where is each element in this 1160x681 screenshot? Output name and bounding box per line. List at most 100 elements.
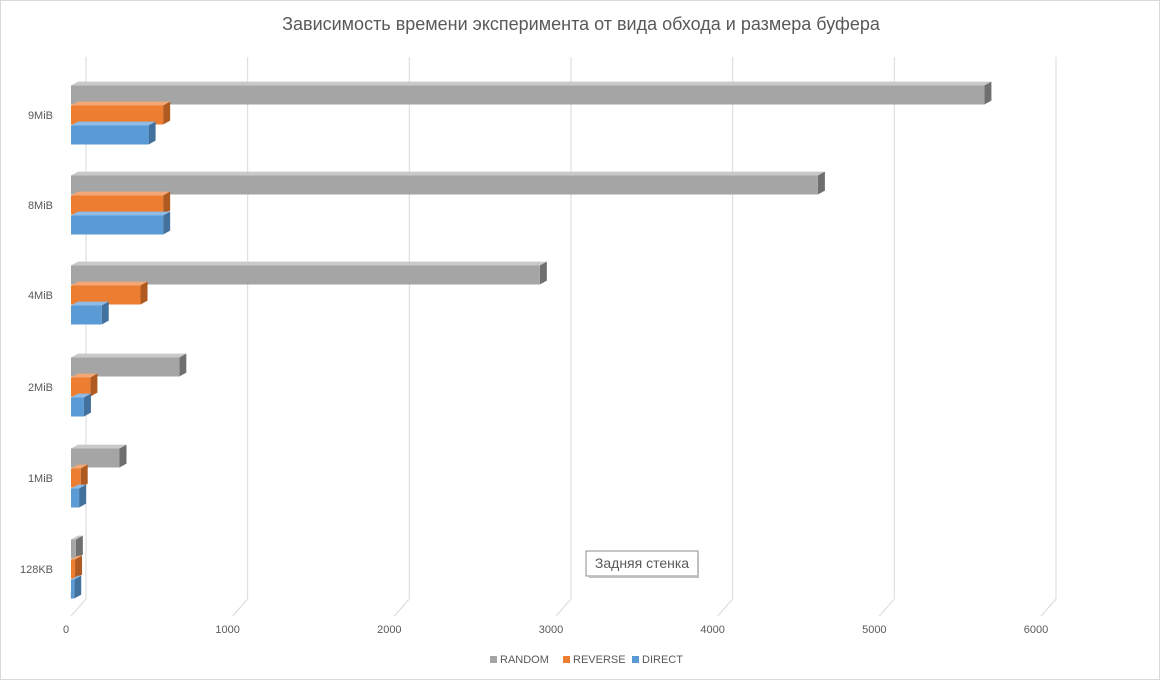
category-label-8MiB: 8MiB <box>28 200 53 212</box>
bar-front-face <box>71 85 985 105</box>
bar-front-face <box>71 265 540 285</box>
bar-top-face <box>71 211 171 216</box>
bar-front-face <box>71 377 91 397</box>
legend-item-direct[interactable]: DIRECT <box>632 654 683 666</box>
bar-front-face <box>71 357 180 377</box>
bar-top-face <box>71 353 187 358</box>
x-tick-0: 0 <box>63 624 69 636</box>
bar-top-face <box>71 121 156 126</box>
bar-reverse-2MiB[interactable] <box>71 373 98 397</box>
category-label-128KB: 128KB <box>20 564 53 576</box>
bar-top-face <box>71 261 547 266</box>
bar-front-face <box>71 448 120 468</box>
x-tick-5000: 5000 <box>862 624 886 636</box>
bar-top-face <box>71 101 171 106</box>
bar-front-face <box>71 539 76 559</box>
category-label-1MiB: 1MiB <box>28 473 53 485</box>
bar-top-face <box>71 171 825 176</box>
bar-end-face <box>179 353 187 377</box>
gridline-floor-4000 <box>717 598 734 617</box>
bar-top-face <box>71 301 109 306</box>
bar-top-face <box>71 444 127 449</box>
bar-top-face <box>71 535 83 540</box>
bar-direct-8MiB[interactable] <box>71 211 171 235</box>
bar-end-face <box>163 191 171 215</box>
bar-direct-9MiB[interactable] <box>71 121 156 145</box>
bar-end-face <box>163 211 171 235</box>
legend-item-reverse[interactable]: REVERSE <box>563 654 626 666</box>
bar-random-8MiB[interactable] <box>71 171 825 195</box>
bar-direct-128KB[interactable] <box>71 575 82 599</box>
bar-top-face <box>71 464 88 469</box>
bar-top-face <box>71 484 87 489</box>
bar-front-face <box>71 125 149 145</box>
bar-random-1MiB[interactable] <box>71 444 127 468</box>
bar-end-face <box>75 555 83 579</box>
bar-direct-2MiB[interactable] <box>71 393 91 417</box>
bar-end-face <box>148 121 156 145</box>
bar-end-face <box>83 393 91 417</box>
legend-label: DIRECT <box>642 654 683 666</box>
bar-random-2MiB[interactable] <box>71 353 187 377</box>
legend-swatch <box>490 656 497 663</box>
bar-front-face <box>71 105 164 125</box>
bar-end-face <box>90 373 98 397</box>
bar-end-face <box>74 575 82 599</box>
category-label-4MiB: 4MiB <box>28 290 53 302</box>
bar-random-9MiB[interactable] <box>71 81 992 105</box>
x-tick-3000: 3000 <box>539 624 563 636</box>
x-tick-6000: 6000 <box>1024 624 1048 636</box>
bar-random-128KB[interactable] <box>71 535 83 559</box>
bar-top-face <box>71 373 98 378</box>
x-tick-2000: 2000 <box>377 624 401 636</box>
bar-top-face <box>71 393 91 398</box>
bar-reverse-8MiB[interactable] <box>71 191 171 215</box>
bar-direct-4MiB[interactable] <box>71 301 109 325</box>
bar-end-face <box>163 101 171 125</box>
bar-top-face <box>71 555 83 560</box>
bar-front-face <box>71 397 84 417</box>
bar-end-face <box>80 464 88 488</box>
category-label-2MiB: 2MiB <box>28 382 53 394</box>
bar-reverse-128KB[interactable] <box>71 555 83 579</box>
bar-front-face <box>71 468 81 488</box>
legend-item-random[interactable]: RANDOM <box>490 654 549 666</box>
x-tick-4000: 4000 <box>700 624 724 636</box>
bar-front-face <box>71 175 818 195</box>
legend-label: REVERSE <box>573 654 626 666</box>
gridline-floor-6000 <box>1040 598 1057 617</box>
gridline-floor-5000 <box>878 598 895 617</box>
legend: RANDOM REVERSE DIRECT <box>490 654 683 666</box>
legend-swatch <box>563 656 570 663</box>
bar-end-face <box>101 301 109 325</box>
gridline-floor-3000 <box>555 598 572 617</box>
gridlines <box>70 57 1057 617</box>
x-tick-1000: 1000 <box>215 624 239 636</box>
bar-top-face <box>71 575 82 580</box>
bar-front-face <box>71 559 76 579</box>
gridline-floor-0 <box>70 598 87 617</box>
bar-end-face <box>539 261 547 285</box>
bar-top-face <box>71 81 992 86</box>
bar-direct-1MiB[interactable] <box>71 484 87 508</box>
bar-top-face <box>71 191 171 196</box>
chart-title: Зависимость времени эксперимента от вида… <box>282 14 881 34</box>
bars <box>71 81 992 599</box>
legend-label: RANDOM <box>500 654 549 666</box>
bar-reverse-9MiB[interactable] <box>71 101 171 125</box>
bar-top-face <box>71 281 148 286</box>
bar-reverse-4MiB[interactable] <box>71 281 148 305</box>
bar-front-face <box>71 488 80 508</box>
x-tick-labels: 0 1000 2000 3000 4000 5000 6000 <box>63 624 1048 636</box>
bar-reverse-1MiB[interactable] <box>71 464 88 488</box>
category-labels: 128KB 1MiB 2MiB 4MiB 8MiB 9MiB <box>20 110 53 576</box>
bar-front-face <box>71 579 75 599</box>
bar-front-face <box>71 285 141 305</box>
tooltip: Задняя стенка <box>585 550 699 578</box>
bar-end-face <box>79 484 87 508</box>
bar-end-face <box>817 171 825 195</box>
bar-random-4MiB[interactable] <box>71 261 547 285</box>
gridline-floor-1000 <box>232 598 249 617</box>
